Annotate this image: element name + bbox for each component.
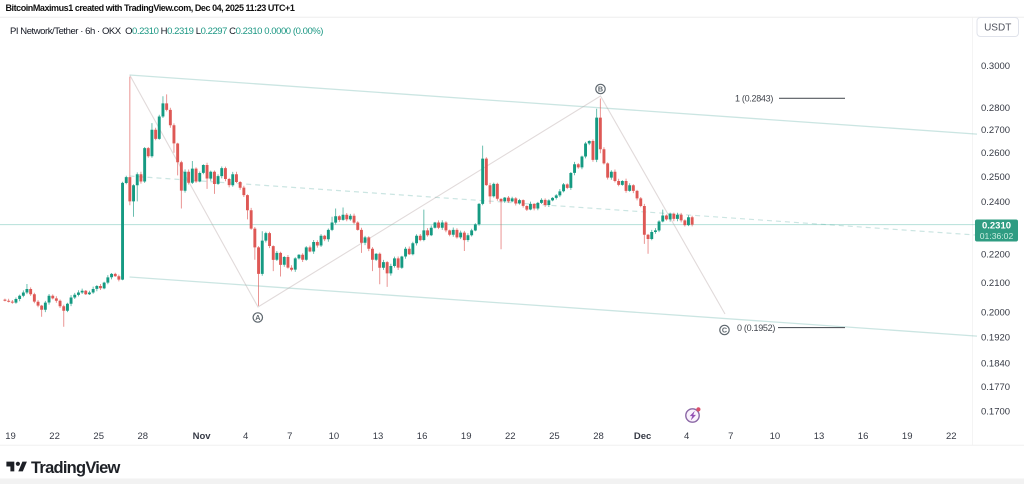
svg-text:0.2310: 0.2310: [982, 221, 1011, 232]
svg-text:19: 19: [461, 431, 472, 442]
svg-text:22: 22: [946, 431, 957, 442]
svg-text:Nov: Nov: [193, 431, 212, 442]
svg-text:16: 16: [417, 431, 428, 442]
svg-text:Dec: Dec: [634, 431, 651, 442]
svg-text:USDT: USDT: [984, 23, 1011, 34]
svg-text:19: 19: [902, 431, 913, 442]
svg-text:25: 25: [93, 431, 104, 442]
svg-text:PI Network/Tether · 6h · OKX: PI Network/Tether · 6h · OKX O0.2310 H0.…: [10, 26, 323, 37]
svg-text:0.2100: 0.2100: [981, 278, 1010, 289]
svg-text:19: 19: [5, 431, 16, 442]
svg-text:0.2200: 0.2200: [981, 250, 1010, 261]
svg-text:28: 28: [138, 431, 149, 442]
svg-text:0.2800: 0.2800: [981, 103, 1010, 114]
svg-text:13: 13: [814, 431, 825, 442]
svg-text:C: C: [722, 326, 727, 335]
svg-text:0.1920: 0.1920: [981, 332, 1010, 343]
svg-text:10: 10: [329, 431, 340, 442]
svg-text:7: 7: [287, 431, 292, 442]
svg-text:13: 13: [373, 431, 384, 442]
svg-text:0.1700: 0.1700: [981, 406, 1010, 417]
svg-text:22: 22: [505, 431, 516, 442]
svg-text:0.2000: 0.2000: [981, 308, 1010, 319]
svg-text:BitcoinMaximus1 created with T: BitcoinMaximus1 created with TradingView…: [6, 3, 295, 13]
svg-text:7: 7: [728, 431, 733, 442]
svg-text:01:36:02: 01:36:02: [980, 231, 1014, 241]
svg-text:4: 4: [684, 431, 689, 442]
svg-text:4: 4: [243, 431, 248, 442]
svg-text:1 (0.2843): 1 (0.2843): [735, 94, 773, 104]
svg-text:0.2600: 0.2600: [981, 148, 1010, 159]
svg-text:0.1840: 0.1840: [981, 358, 1010, 369]
svg-text:16: 16: [858, 431, 869, 442]
svg-text:TradingView: TradingView: [31, 459, 121, 477]
svg-text:28: 28: [593, 431, 604, 442]
svg-text:25: 25: [549, 431, 560, 442]
svg-text:B: B: [598, 85, 603, 94]
svg-text:0.3000: 0.3000: [981, 61, 1010, 72]
svg-text:22: 22: [49, 431, 60, 442]
svg-text:0 (0.1952): 0 (0.1952): [737, 323, 775, 333]
svg-text:0.2700: 0.2700: [981, 125, 1010, 136]
svg-text:10: 10: [770, 431, 781, 442]
svg-text:A: A: [255, 313, 260, 322]
svg-text:0.2500: 0.2500: [981, 172, 1010, 183]
svg-text:0.1770: 0.1770: [981, 382, 1010, 393]
svg-text:0.2400: 0.2400: [981, 197, 1010, 208]
